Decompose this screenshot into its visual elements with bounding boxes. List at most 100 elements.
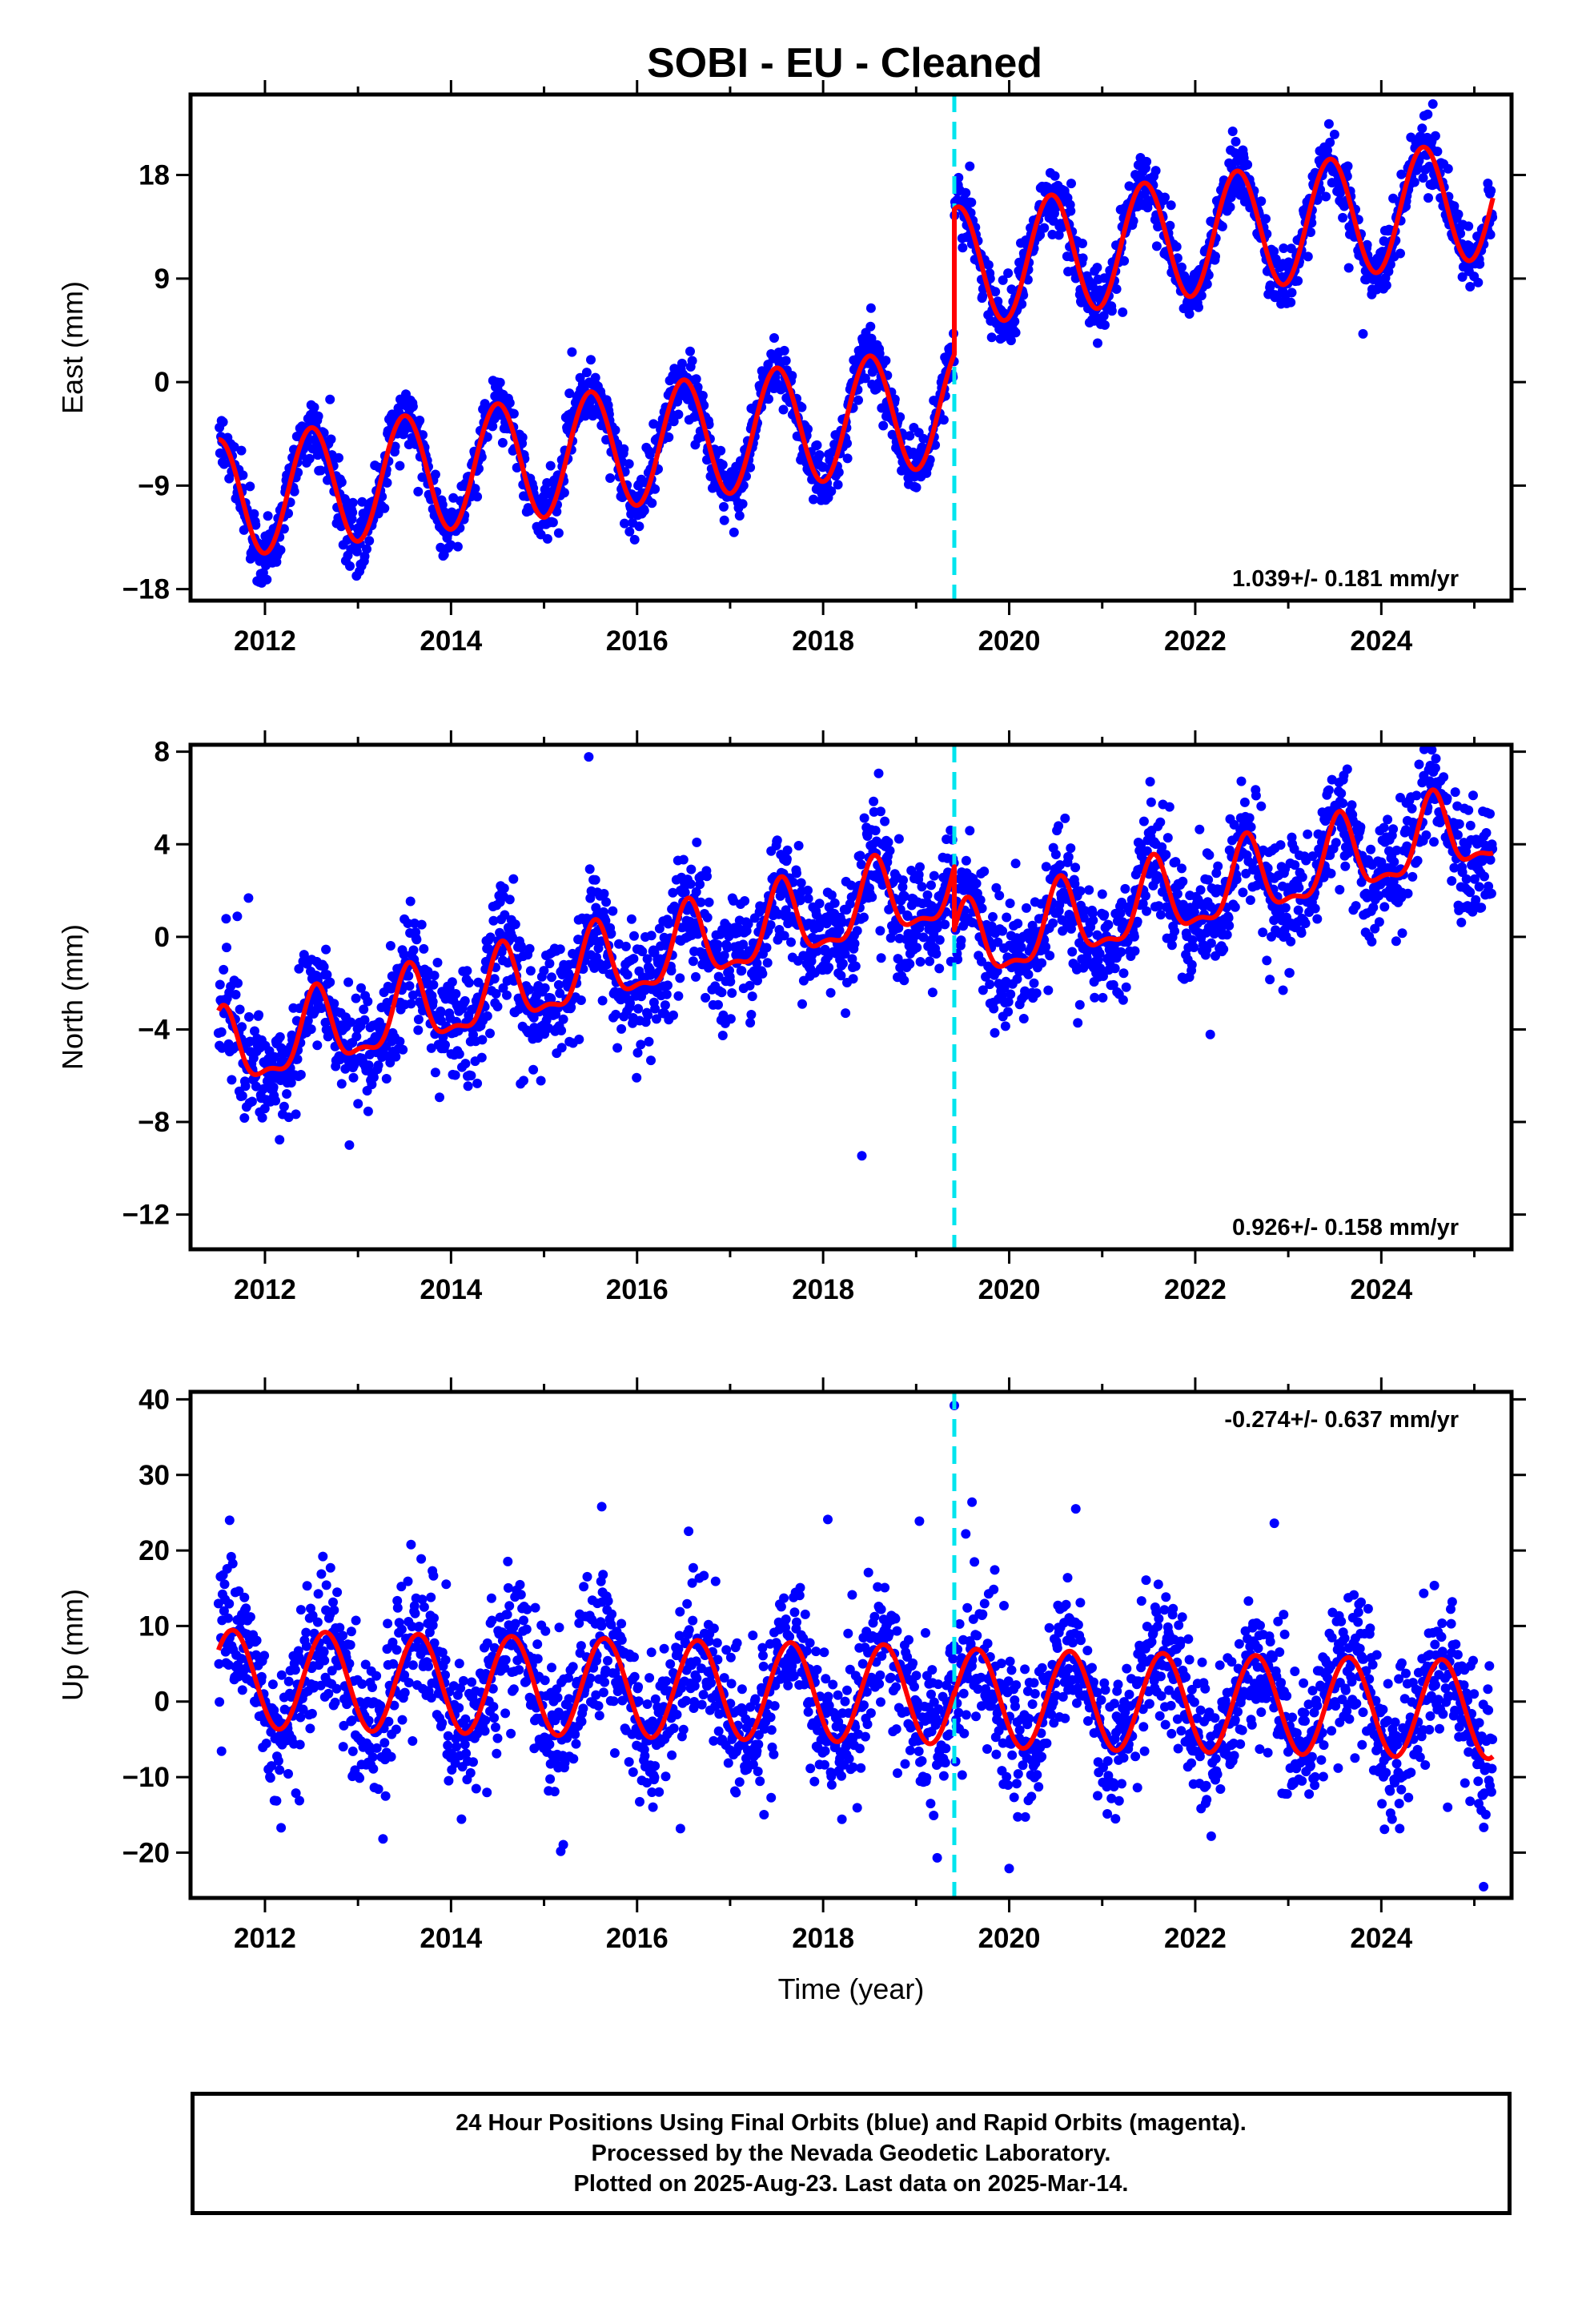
north-data-point [893, 834, 904, 844]
north-data-point [373, 1060, 383, 1071]
north-data-point [1481, 828, 1492, 838]
north-data-point [1310, 903, 1320, 914]
north-data-point [692, 837, 702, 847]
up-panel: 2012 2014 2016 2018 2020 2022 2024−20−10010203… [56, 1377, 1526, 2005]
north-data-point [1075, 886, 1086, 896]
east-data-point [685, 346, 695, 356]
east-data-point [938, 415, 949, 425]
east-data-point [1417, 123, 1427, 134]
north-data-point [344, 1140, 355, 1150]
east-data-point [1358, 328, 1368, 339]
north-data-point [429, 971, 440, 981]
north-data-point [416, 919, 427, 930]
east-data-point [729, 527, 739, 537]
north-data-point [899, 975, 909, 986]
east-data-point [687, 356, 697, 366]
north-data-point [419, 943, 429, 954]
north-data-point [850, 961, 861, 971]
north-data-point [1022, 903, 1031, 913]
north-data-point [405, 896, 416, 907]
north-data-point [680, 887, 690, 898]
north-data-point [485, 932, 496, 943]
east-data-point [553, 528, 564, 538]
north-data-point [642, 954, 652, 964]
north-data-point [917, 882, 927, 892]
east-data-point [1217, 221, 1227, 231]
north-data-point [702, 912, 713, 923]
north-data-point [391, 1051, 401, 1062]
north-data-point [502, 990, 512, 1000]
north-data-point [1222, 930, 1232, 940]
north-data-point [363, 996, 373, 1007]
east-data-point [1184, 309, 1195, 319]
north-data-point [897, 882, 908, 892]
north-data-point [240, 1081, 251, 1092]
north-data-point [979, 866, 990, 877]
north-data-point [227, 1075, 237, 1085]
up-data-point [227, 1558, 238, 1569]
north-data-point [803, 894, 813, 904]
north-data-point [1331, 838, 1341, 848]
north-data-point [915, 862, 925, 872]
east-data-point [313, 411, 323, 421]
north-data-point [597, 995, 608, 1006]
north-data-point [988, 911, 998, 922]
north-data-point [459, 1259, 468, 1269]
north-data-point [686, 864, 697, 875]
north-data-point [713, 999, 723, 1010]
east-data-point [1449, 201, 1460, 211]
north-data-point [779, 931, 789, 941]
north-data-point [971, 879, 982, 889]
north-data-point [491, 988, 501, 999]
north-data-point [1029, 978, 1039, 988]
north-data-point [602, 959, 612, 970]
north-data-point [291, 1109, 301, 1120]
north-data-point [1383, 814, 1393, 825]
north-data-point [855, 850, 865, 861]
east-y-tick-label: 9 [155, 263, 170, 295]
north-data-point [859, 813, 869, 823]
east-data-point [664, 432, 674, 442]
north-data-point [426, 1043, 436, 1053]
east-data-point [1151, 241, 1162, 251]
north-data-point [353, 1099, 363, 1109]
east-data-point [1092, 263, 1102, 273]
north-data-point [1294, 883, 1304, 893]
east-data-point [1160, 192, 1170, 203]
north-data-point [1170, 926, 1180, 936]
north-data-point [1412, 855, 1423, 866]
north-y-tick-label: −8 [138, 1107, 170, 1138]
east-data-point [1171, 242, 1182, 252]
north-data-point [343, 977, 354, 987]
east-data-point [315, 465, 326, 476]
north-data-point [825, 987, 836, 998]
north-data-point [1476, 903, 1487, 913]
east-data-point [1443, 163, 1453, 174]
east-data-point [390, 441, 400, 452]
north-data-point [796, 878, 806, 888]
north-data-point [1043, 985, 1054, 995]
up-data-point [275, 1765, 285, 1775]
north-data-point [629, 931, 639, 941]
north-data-point [539, 966, 549, 976]
north-data-point [691, 971, 701, 982]
north-data-point [472, 1078, 483, 1088]
north-data-point [1450, 787, 1460, 798]
north-data-point [463, 1081, 473, 1092]
east-data-point [517, 432, 528, 443]
north-data-point [544, 959, 555, 969]
north-data-point [1485, 809, 1495, 819]
north-data-point [975, 895, 986, 905]
east-data-point [1385, 259, 1395, 270]
east-data-point [610, 425, 620, 436]
east-data-point [289, 486, 299, 497]
east-data-point [542, 478, 552, 488]
north-x-tick-label: 2020 [978, 1274, 1041, 1305]
east-data-point [1453, 209, 1464, 219]
north-data-point [508, 932, 517, 943]
east-data-point [639, 505, 649, 516]
north-data-point [1219, 944, 1229, 955]
north-data-point [745, 1018, 756, 1028]
east-data-point [1177, 262, 1186, 272]
